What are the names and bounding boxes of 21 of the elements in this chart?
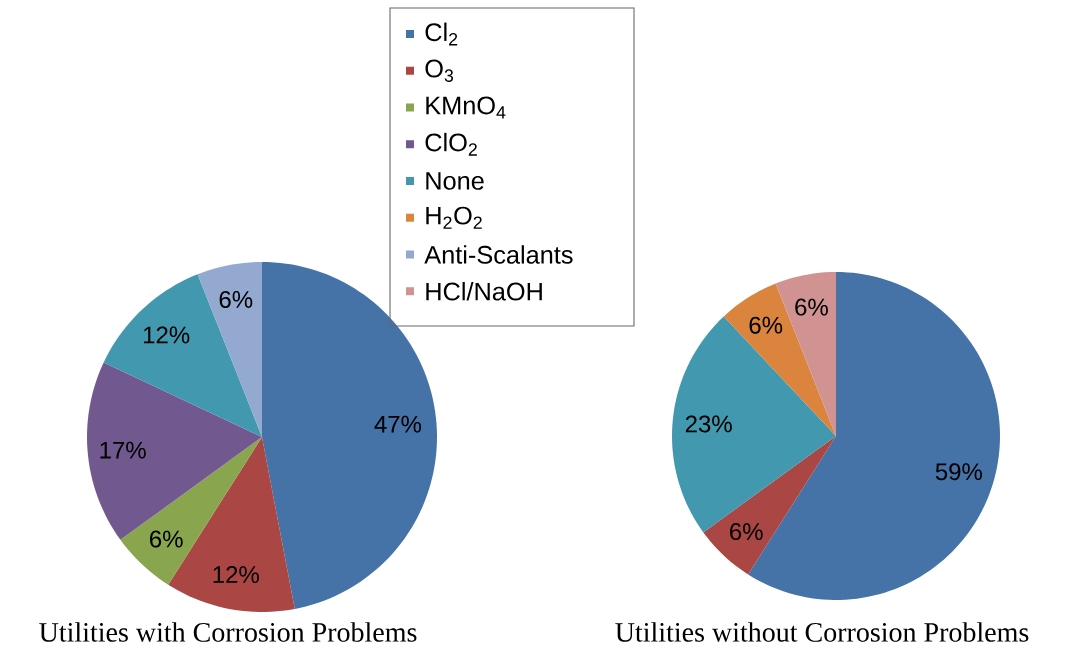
- legend-label: ClO$_{2}$: [425, 132, 477, 156]
- data-label: 47%: [374, 415, 422, 433]
- legend-label: H$_{2}$O$_{2}$: [426, 206, 482, 229]
- data-label: 6%: [795, 298, 828, 316]
- data-label: 6%: [219, 290, 253, 308]
- legend-label: Cl$_{2}$: [425, 22, 458, 46]
- legend-label: HCl/NaOH: [426, 281, 542, 301]
- data-label: 12%: [213, 566, 259, 583]
- legend-label: Anti-Scalants: [424, 245, 573, 264]
- text: Utilities without Corrosion Problems: [615, 622, 1029, 642]
- data-label: 6%: [730, 523, 763, 541]
- data-label: 12%: [143, 326, 190, 344]
- data-label: 6%: [749, 316, 783, 334]
- legend-label: None: [426, 172, 484, 190]
- text: Utilities with Corrosion Problems: [39, 622, 417, 642]
- data-label: 59%: [935, 463, 982, 481]
- data-label: 17%: [100, 441, 146, 459]
- data-label: 6%: [150, 530, 183, 548]
- legend-label: KMnO$_{4}$: [426, 96, 506, 119]
- data-label: 23%: [685, 415, 732, 433]
- legend-label: O$_{3}$: [425, 59, 454, 82]
